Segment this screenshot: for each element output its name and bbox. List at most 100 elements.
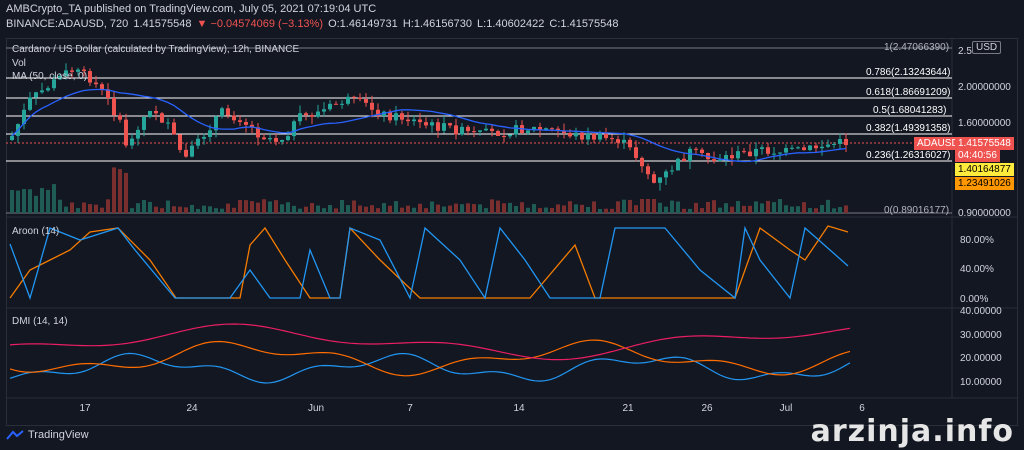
volume-bar: [748, 205, 752, 213]
candle-body: [658, 177, 662, 183]
candle-body: [574, 132, 578, 137]
volume-bar: [568, 201, 572, 213]
fib-label-1: 1(2.47066390): [884, 42, 950, 53]
candle-body: [460, 126, 464, 135]
candle-body: [166, 122, 170, 124]
volume-bar: [718, 207, 722, 213]
candle-body: [724, 155, 728, 160]
candle-body: [772, 153, 776, 155]
candle-body: [52, 79, 56, 89]
currency-label[interactable]: USD: [972, 41, 1002, 54]
candle-body: [364, 99, 368, 103]
volume-bar: [820, 204, 824, 213]
volume-bar: [58, 199, 62, 213]
tradingview-logo[interactable]: TradingView: [6, 429, 89, 441]
candle-body: [484, 128, 488, 131]
watermark: arzinja.info: [810, 414, 1014, 449]
candle-body: [286, 136, 290, 141]
price-tick-2: 2.00000000: [958, 82, 1011, 93]
marker-price-1: 1.40164877: [955, 163, 1014, 176]
candle-body: [466, 126, 470, 132]
volume-bar: [124, 172, 128, 213]
candle-body: [304, 113, 308, 116]
volume-bar: [772, 202, 776, 213]
candle-body: [358, 97, 362, 100]
price-tick-2-5: 2.5: [958, 46, 972, 57]
volume-bar: [670, 200, 674, 213]
dmi-tick-20: 20.00000: [960, 353, 1002, 364]
volume-bar: [406, 205, 410, 213]
candle-body: [694, 148, 698, 150]
candle-body: [334, 103, 338, 105]
candle-body: [118, 115, 122, 120]
candle-body: [124, 119, 128, 146]
candle-body: [502, 135, 506, 137]
volume-bar: [658, 202, 662, 213]
candle-body: [400, 113, 404, 120]
candle-body: [778, 152, 782, 154]
volume-bar: [130, 208, 134, 213]
candle-body: [154, 110, 158, 114]
candle-body: [616, 139, 620, 143]
candle-body: [628, 139, 632, 148]
candle-body: [10, 135, 14, 140]
tradingview-icon: [6, 430, 24, 440]
candle-body: [838, 138, 842, 144]
volume-bar: [106, 199, 110, 213]
fib-label-0: 0(0.89016177): [884, 205, 950, 216]
volume-bar: [136, 203, 140, 213]
x-tick-14: 14: [513, 403, 525, 414]
volume-bar: [532, 204, 536, 213]
volume-bar: [778, 199, 782, 213]
chart-frame[interactable]: [6, 38, 1018, 426]
candle-body: [742, 151, 746, 153]
volume-bar: [370, 205, 374, 213]
candle-body: [580, 132, 584, 140]
volume-bar: [760, 203, 764, 213]
chart-title: Cardano / US Dollar (calculated by Tradi…: [12, 44, 300, 55]
volume-bar: [796, 206, 800, 213]
volume-bar: [46, 189, 50, 213]
candlesticks: [10, 63, 848, 191]
volume-bar: [454, 203, 458, 213]
volume-bar: [490, 199, 494, 213]
candle-body: [262, 137, 266, 140]
symbol-label: BINANCE:ADAUSD, 720: [6, 18, 129, 30]
candle-body: [136, 129, 140, 139]
volume-bar: [226, 203, 230, 213]
brand-label: TradingView: [28, 429, 89, 441]
volume-bar: [460, 204, 464, 213]
candle-body: [730, 155, 734, 159]
candle-body: [244, 121, 248, 125]
dmi-tick-10: 10.00000: [960, 377, 1002, 388]
candle-body: [214, 116, 218, 131]
fib-label-0618: 0.618(1.86691209): [866, 87, 951, 98]
candle-body: [328, 103, 332, 110]
candle-body: [700, 149, 704, 153]
volume-bar: [508, 202, 512, 213]
candle-body: [790, 147, 794, 149]
last-price: 1.41575548: [133, 18, 192, 30]
candle-body: [346, 96, 350, 104]
candle-body: [586, 133, 590, 140]
aroon-down-line: [9, 225, 849, 301]
volume-bar: [466, 203, 470, 213]
volume-bar: [82, 202, 86, 213]
volume-bar: [310, 203, 314, 213]
x-tick-24: 24: [186, 403, 198, 414]
volume-bar: [520, 202, 524, 213]
candle-body: [316, 111, 320, 117]
candle-body: [76, 69, 80, 72]
volume-bar: [298, 208, 302, 213]
candle-body: [424, 122, 428, 126]
candle-body: [538, 126, 542, 130]
volume-bar: [28, 189, 32, 213]
candle-body: [220, 108, 224, 117]
candle-body: [22, 109, 26, 125]
candle-body: [178, 134, 182, 150]
candle-body: [352, 96, 356, 98]
candle-body: [250, 124, 254, 128]
candle-body: [208, 130, 212, 137]
candle-body: [190, 145, 194, 157]
